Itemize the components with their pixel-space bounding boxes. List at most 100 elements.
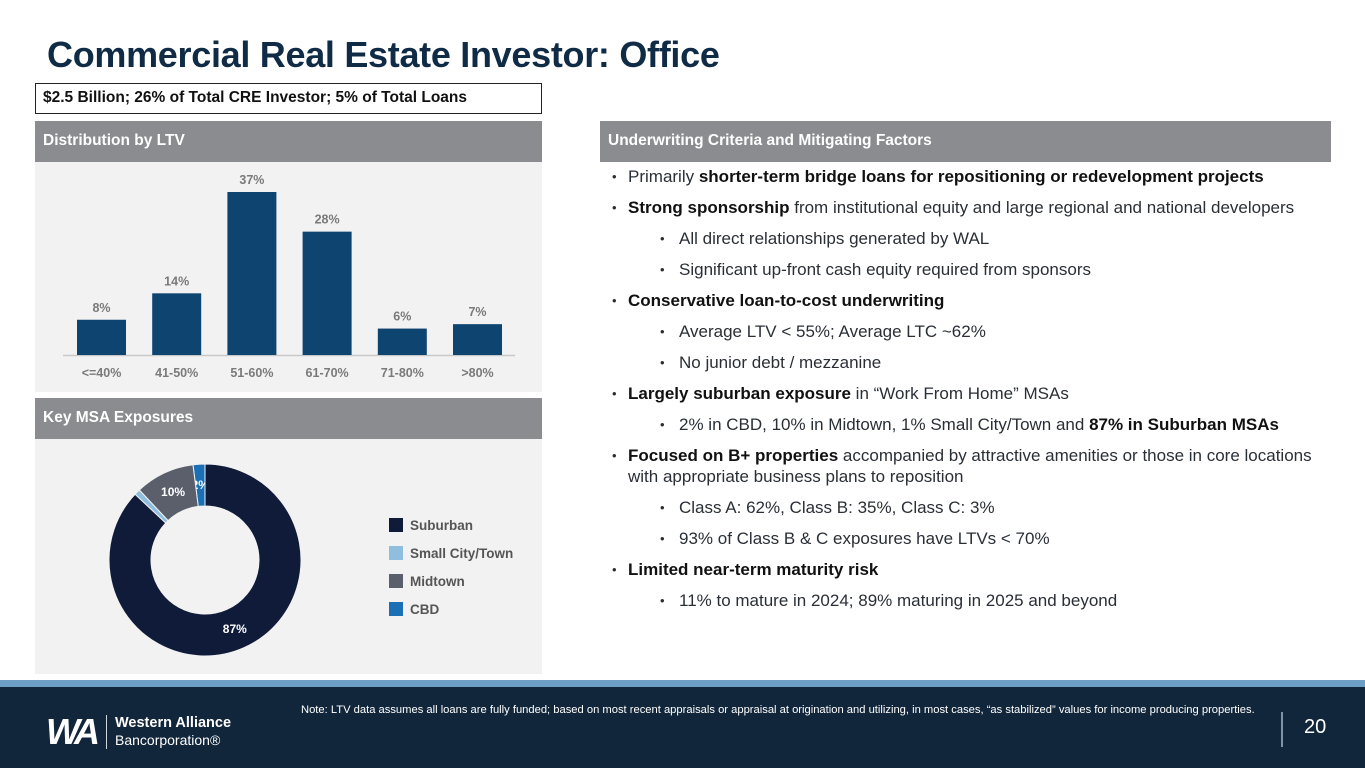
donut-value-label: 10%	[161, 485, 185, 499]
bar-category-label: 41-50%	[155, 366, 198, 380]
bar-3	[302, 231, 352, 355]
msa-chart-panel: 2%10%1%87% Suburban Small City/Town Midtow…	[35, 439, 542, 674]
legend-item: Midtown	[389, 567, 513, 595]
bullet-text: Primarily	[628, 167, 699, 186]
bullet-glyph: •	[660, 531, 665, 546]
donut-slice-suburban	[108, 463, 302, 657]
legend-label: Suburban	[410, 517, 473, 533]
bar-value-label: 14%	[164, 274, 189, 288]
ltv-chart-panel: 8% <=40% 14% 41-50% 37% 51-60% 28% 61-70% 6% 71-8…	[35, 162, 542, 392]
legend-swatch	[389, 574, 403, 588]
bar-category-label: 51-60%	[230, 366, 273, 380]
bullet-glyph: •	[612, 293, 617, 308]
legend-label: CBD	[410, 601, 440, 617]
bullet-text: Significant up-front cash equity require…	[679, 260, 1091, 279]
footer-bar: WA Western Alliance Bancorporation® Note…	[0, 680, 1365, 768]
bar-category-label: 61-70%	[306, 366, 349, 380]
bar-value-label: 8%	[92, 301, 110, 315]
msa-legend: Suburban Small City/Town Midtown CBD	[389, 511, 513, 623]
bullet-glyph: •	[660, 355, 665, 370]
legend-label: Midtown	[410, 573, 465, 589]
logo-divider	[106, 715, 107, 749]
bullet-item: • Strong sponsorship from institutional e…	[612, 197, 1322, 218]
sub-bullet-item: • 93% of Class B & C exposures have LTVs …	[612, 528, 1322, 549]
page-divider	[1281, 712, 1283, 747]
bullet-glyph: •	[612, 169, 617, 184]
bullet-item: • Primarily shorter-term bridge loans for…	[612, 166, 1322, 187]
footnote: Note: LTV data assumes all loans are ful…	[301, 704, 1255, 716]
bar-4	[377, 328, 427, 355]
bullet-emphasis: Limited near-term maturity risk	[628, 560, 879, 579]
donut-value-label: 87%	[223, 622, 247, 636]
bullet-text: No junior debt / mezzanine	[679, 353, 882, 372]
bullet-glyph: •	[612, 386, 617, 401]
brand-logo[interactable]: WA Western Alliance Bancorporation®	[46, 711, 231, 753]
bullet-item: • Largely suburban exposure in “Work From…	[612, 383, 1322, 404]
bullet-text: 11% to mature in 2024; 89% maturing in 2…	[679, 591, 1118, 610]
bullet-glyph: •	[660, 593, 665, 608]
sub-bullet-item: • 2% in CBD, 10% in Midtown, 1% Small Cit…	[612, 414, 1322, 435]
bullet-item: • Conservative loan-to-cost underwriting	[612, 290, 1322, 311]
bar-value-label: 37%	[239, 173, 264, 187]
bullet-glyph: •	[660, 231, 665, 246]
page-title: Commercial Real Estate Investor: Office	[47, 34, 720, 75]
bullet-text: in “Work From Home” MSAs	[850, 384, 1069, 403]
bar-category-label: <=40%	[82, 366, 122, 380]
sub-bullet-item: • Significant up-front cash equity requir…	[612, 259, 1322, 280]
bullet-item: • Focused on B+ properties accompanied by…	[612, 445, 1322, 487]
bar-1	[152, 293, 202, 355]
ltv-bar-chart: 8% <=40% 14% 41-50% 37% 51-60% 28% 61-70% 6% 71-8…	[63, 173, 515, 380]
bar-5	[453, 324, 502, 355]
bullet-text: Average LTV < 55%; Average LTC ~62%	[679, 322, 986, 341]
bullet-text: Class A: 62%, Class B: 35%, Class C: 3%	[679, 498, 995, 517]
legend-item: Suburban	[389, 511, 513, 539]
bullet-emphasis: 87% in Suburban MSAs	[1089, 415, 1279, 434]
legend-swatch	[389, 602, 403, 616]
bullet-emphasis: shorter-term bridge loans for reposition…	[698, 167, 1264, 186]
msa-donut-chart: 2%10%1%87%	[108, 463, 302, 657]
bullet-text: 93% of Class B & C exposures have LTVs <…	[679, 529, 1050, 548]
underwriting-bullets: • Primarily shorter-term bridge loans for…	[612, 166, 1322, 621]
bullet-glyph: •	[660, 500, 665, 515]
sub-bullet-item: • 11% to mature in 2024; 89% maturing in …	[612, 590, 1322, 611]
bullet-glyph: •	[612, 200, 617, 215]
bar-category-label: 71-80%	[381, 366, 424, 380]
sub-bullet-item: • Average LTV < 55%; Average LTC ~62%	[612, 321, 1322, 342]
sub-bullet-item: • All direct relationships generated by W…	[612, 228, 1322, 249]
bullet-text: accompanied by attractive amenities or t…	[628, 446, 1312, 486]
bar-category-label: >80%	[461, 366, 493, 380]
bullet-glyph: •	[660, 417, 665, 432]
legend-label: Small City/Town	[410, 545, 514, 561]
brand-name: Western Alliance	[115, 715, 232, 731]
bar-0	[77, 319, 126, 355]
bullet-glyph: •	[612, 562, 617, 577]
bar-value-label: 7%	[468, 305, 486, 319]
ltv-panel-heading: Distribution by LTV	[35, 121, 542, 162]
msa-panel-heading: Key MSA Exposures	[35, 398, 542, 439]
bullet-emphasis: Focused on B+ properties	[628, 446, 839, 465]
summary-box: $2.5 Billion; 26% of Total CRE Investor;…	[35, 83, 542, 114]
bullet-text: 2% in CBD, 10% in Midtown, 1% Small City…	[679, 415, 1090, 434]
legend-swatch	[389, 518, 403, 532]
bullet-text: from institutional equity and large regi…	[789, 198, 1295, 217]
legend-item: Small City/Town	[389, 539, 513, 567]
legend-item: CBD	[389, 595, 513, 623]
bullet-item: • Limited near-term maturity risk	[612, 559, 1322, 580]
bullet-emphasis: Conservative loan-to-cost underwriting	[628, 291, 945, 310]
underwriting-heading: Underwriting Criteria and Mitigating Fac…	[600, 121, 1331, 162]
bullet-glyph: •	[660, 324, 665, 339]
page-number: 20	[1304, 716, 1327, 738]
sub-bullet-item: • No junior debt / mezzanine	[612, 352, 1322, 373]
bullet-glyph: •	[612, 448, 617, 463]
bullet-text: All direct relationships generated by WA…	[679, 229, 990, 248]
sub-bullet-item: • Class A: 62%, Class B: 35%, Class C: 3%	[612, 497, 1322, 518]
brand-subname: Bancorporation®	[115, 732, 221, 748]
logo-mark: WA	[46, 711, 100, 752]
bar-value-label: 28%	[315, 213, 340, 227]
legend-swatch	[389, 546, 403, 560]
bullet-emphasis: Largely suburban exposure	[628, 384, 851, 403]
bar-2	[227, 192, 277, 355]
bullet-glyph: •	[660, 262, 665, 277]
bullet-emphasis: Strong sponsorship	[628, 198, 790, 217]
bar-value-label: 6%	[393, 310, 411, 324]
